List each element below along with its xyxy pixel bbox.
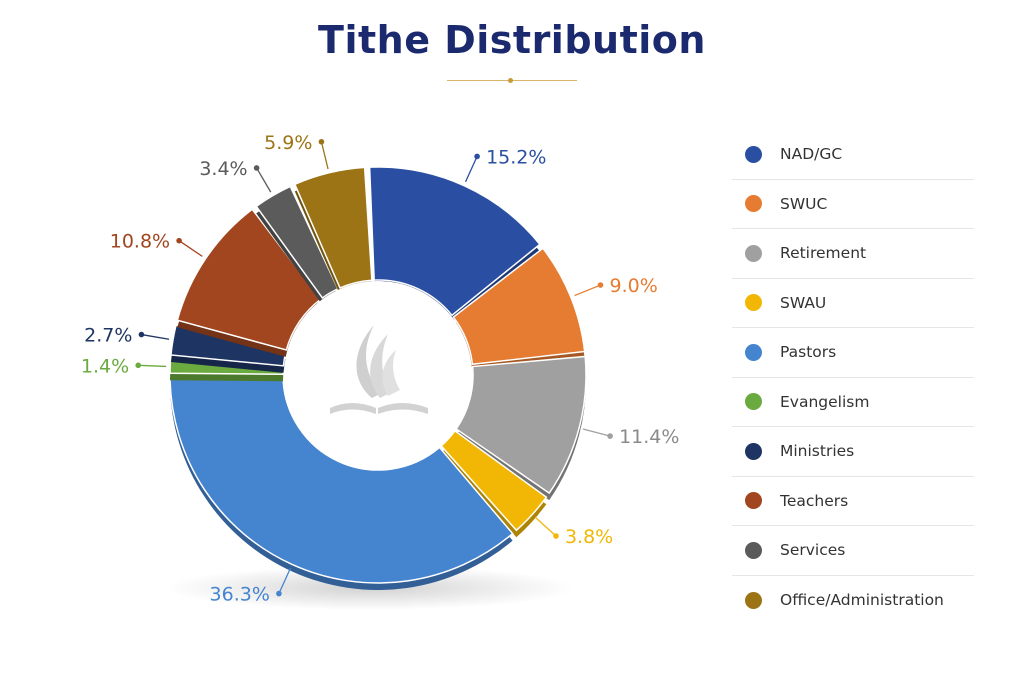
leader-line-ministries: [141, 333, 170, 340]
value-label-pastors: 36.3%: [210, 584, 270, 606]
labels-group: 15.2% 9.0% 11.4% 3.8% 36.3% 1.4% 2.7% 10.8% 3.4%…: [81, 132, 680, 606]
value-label-teachers: 10.8%: [110, 231, 170, 253]
legend-label-evangelism: Evangelism: [780, 392, 870, 411]
chart-title: Tithe Distribution: [318, 18, 706, 62]
value-label-office-administration: 5.9%: [264, 132, 312, 154]
leader-dot-evangelism: [135, 362, 141, 369]
leader-line-teachers: [178, 240, 203, 257]
legend-swatch-services: [745, 541, 762, 559]
legend-label-teachers: Teachers: [780, 491, 849, 510]
leader-line-office-administration: [320, 141, 329, 170]
legend-label-ministries: Ministries: [780, 442, 855, 461]
legend-swatch-evangelism: [745, 393, 762, 411]
leader-line-nad-gc: [464, 156, 478, 183]
legend: NAD/GC SWUC Retirement SWAU Pastors Evangelis…: [732, 130, 974, 625]
slice-swau[interactable]: [440, 429, 548, 532]
legend-item-retirement[interactable]: Retirement: [732, 229, 974, 279]
slice-nad-gc[interactable]: [368, 166, 541, 317]
legend-item-evangelism[interactable]: Evangelism: [732, 378, 974, 427]
legend-label-nad-gc: NAD/GC: [780, 145, 843, 164]
leader-line-swau: [534, 516, 557, 537]
legend-label-swuc: SWUC: [780, 194, 828, 213]
legend-label-services: Services: [780, 541, 846, 560]
leader-line-services: [256, 167, 272, 193]
value-label-swuc: 9.0%: [610, 275, 658, 297]
legend-swatch-ministries: [745, 442, 762, 460]
slice-retirement[interactable]: [455, 355, 587, 495]
legend-swatch-pastors: [745, 343, 762, 361]
value-label-services: 3.4%: [199, 158, 247, 180]
legend-item-services[interactable]: Services: [732, 526, 974, 576]
legend-item-teachers[interactable]: Teachers: [732, 477, 974, 526]
slice-swuc[interactable]: [452, 247, 586, 366]
flame-bible-logo-icon: [330, 325, 428, 414]
legend-label-swau: SWAU: [780, 293, 827, 312]
value-label-ministries: 2.7%: [84, 325, 132, 347]
legend-item-ministries[interactable]: Ministries: [732, 427, 974, 477]
legend-label-office-administration: Office/Administration: [780, 591, 944, 610]
legend-swatch-teachers: [745, 492, 762, 510]
leader-dot-teachers: [176, 237, 182, 244]
title-underline-dot: [508, 78, 513, 83]
slice-teachers[interactable]: [176, 208, 322, 351]
legend-item-swuc[interactable]: SWUC: [732, 180, 974, 229]
leader-line-retirement: [582, 428, 611, 437]
leader-dot-retirement: [607, 433, 613, 439]
legend-label-pastors: Pastors: [780, 343, 837, 362]
legend-swatch-swuc: [745, 195, 762, 213]
leader-dot-nad-gc: [474, 153, 480, 160]
legend-item-office-administration[interactable]: Office/Administration: [732, 576, 974, 626]
leader-dot-swuc: [597, 282, 604, 288]
legend-item-swau[interactable]: SWAU: [732, 279, 974, 328]
slice-pastors[interactable]: [169, 375, 514, 584]
leader-line-pastors: [278, 567, 292, 594]
legend-item-nad-gc[interactable]: NAD/GC: [732, 130, 974, 180]
leader-dot-services: [253, 165, 260, 171]
leader-dot-ministries: [138, 331, 145, 338]
leader-line-evangelism: [138, 364, 167, 368]
leader-dot-pastors: [276, 590, 282, 597]
leader-dot-office-administration: [318, 138, 325, 145]
value-label-evangelism: 1.4%: [81, 355, 129, 377]
slices-group: [169, 166, 587, 591]
slice-office-administration[interactable]: [293, 166, 373, 289]
value-label-nad-gc: 15.2%: [486, 146, 546, 168]
legend-label-retirement: Retirement: [780, 244, 867, 263]
leader-dot-swau: [553, 533, 559, 539]
leader-line-swuc: [574, 284, 601, 297]
legend-swatch-nad-gc: [745, 145, 762, 163]
value-label-swau: 3.8%: [565, 526, 613, 548]
legend-swatch-office-administration: [745, 591, 762, 609]
legend-swatch-retirement: [745, 244, 762, 262]
value-label-retirement: 11.4%: [619, 426, 679, 448]
legend-swatch-swau: [745, 294, 762, 312]
legend-item-pastors[interactable]: Pastors: [732, 328, 974, 378]
